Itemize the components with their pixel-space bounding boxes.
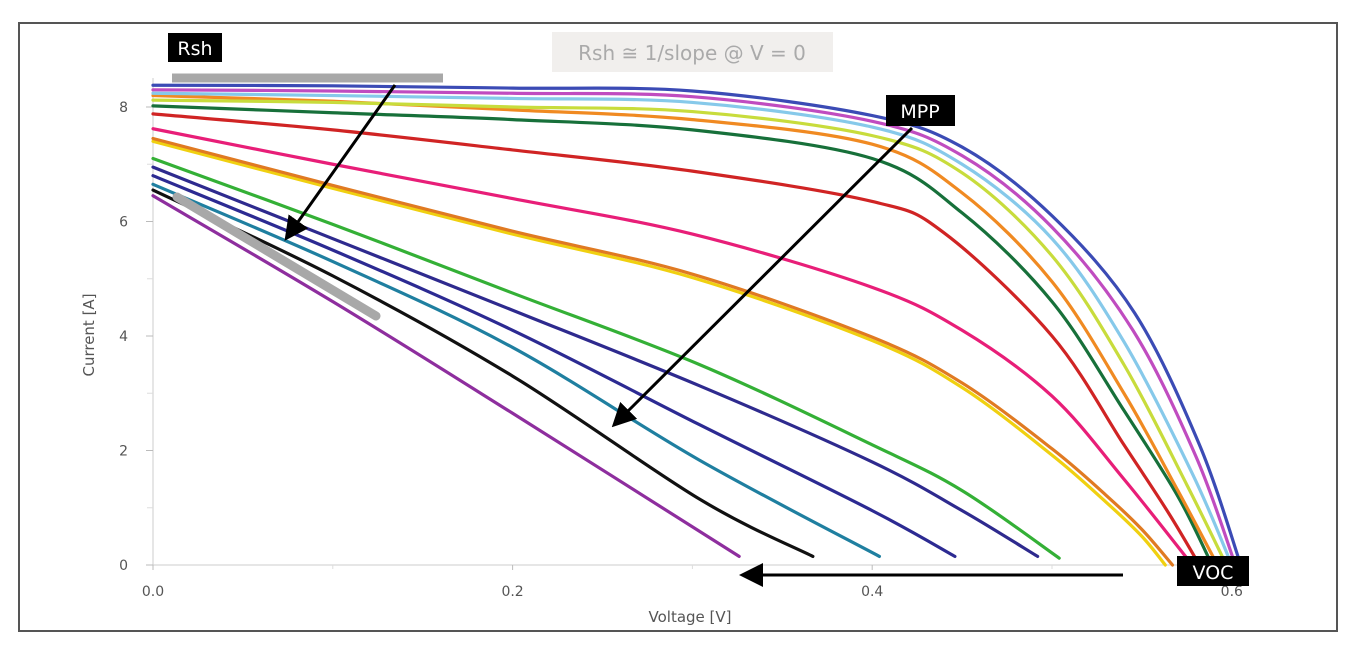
iv-curve-series-12 <box>151 165 1040 559</box>
x-tick-label: 0.2 <box>501 584 523 600</box>
y-tick-label: 8 <box>119 100 128 116</box>
y-tick-label: 6 <box>119 215 128 231</box>
mpp-label: MPP <box>900 101 939 123</box>
iv-curve-series-1 <box>151 83 1243 567</box>
x-tick-label: 0.4 <box>861 584 883 600</box>
iv-curve-series-2 <box>151 88 1237 567</box>
y-axis-label: Current [A] <box>80 293 98 376</box>
chart-frame <box>18 22 1338 632</box>
rsh-label: Rsh <box>177 38 212 60</box>
iv-curve-series-15 <box>151 188 815 559</box>
rsh-label-box <box>168 33 222 62</box>
mpp-label-box <box>886 95 955 126</box>
iv-curve-series-10 <box>151 139 1167 567</box>
y-tick-label: 4 <box>119 329 128 345</box>
voc-label: VOC <box>1193 562 1234 584</box>
iv-curve-series-9 <box>151 136 1175 567</box>
chart-title: Rsh ≅ 1/slope @ V = 0 <box>578 41 806 65</box>
iv-curve-series-8 <box>151 127 1194 567</box>
mpp-arrow <box>611 126 914 428</box>
iv-curve-series-6 <box>151 104 1214 567</box>
iv-curve-series-16 <box>151 194 741 559</box>
x-axis-label: Voltage [V] <box>649 608 732 626</box>
x-tick-label: 0.6 <box>1221 584 1243 600</box>
y-tick-label: 0 <box>119 558 128 574</box>
iv-curve-series-13 <box>151 174 957 559</box>
rsh-arrow <box>284 84 397 241</box>
rsh-diagonal-slope-bar <box>172 192 381 321</box>
iv-curve-series-5 <box>151 93 1220 567</box>
title-box <box>552 32 833 72</box>
iv-curve-series-7 <box>151 112 1202 567</box>
iv-curve-series-11 <box>151 156 1061 560</box>
x-tick-label: 0.0 <box>142 584 164 600</box>
iv-curve-series-3 <box>151 91 1234 567</box>
iv-curve-series-4 <box>151 98 1229 567</box>
voc-label-box <box>1177 556 1249 586</box>
iv-curve-series-14 <box>151 182 881 559</box>
y-tick-label: 2 <box>119 444 128 460</box>
